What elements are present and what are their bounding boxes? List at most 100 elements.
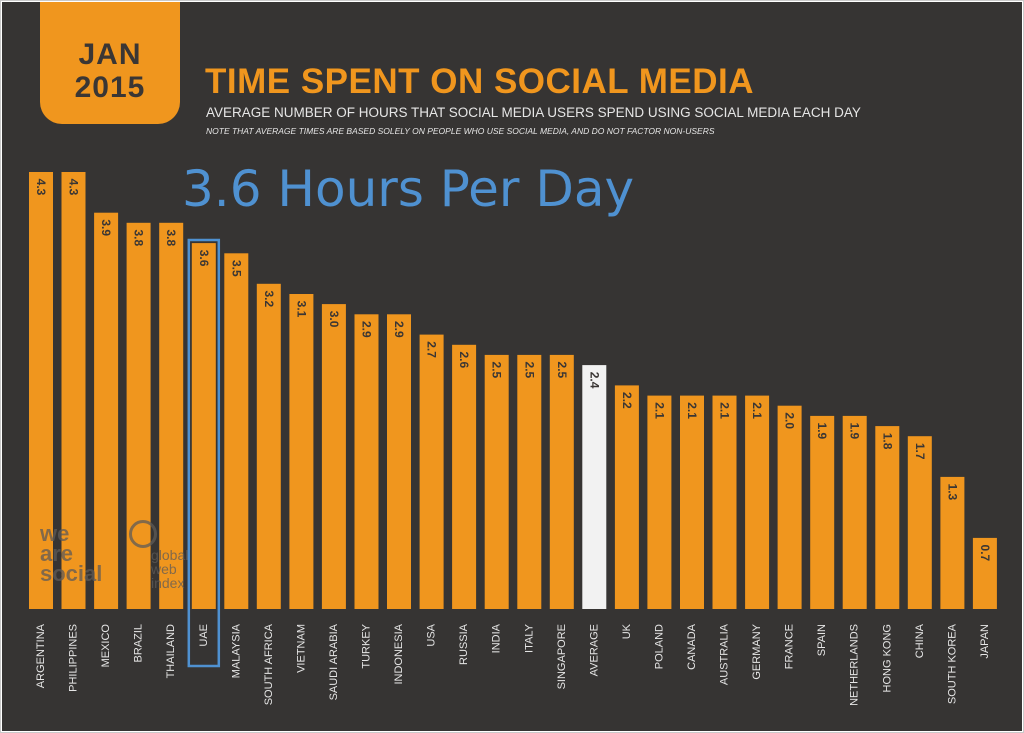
- category-label: JAPAN: [979, 624, 991, 659]
- value-label: 1.9: [815, 423, 829, 440]
- category-label: INDIA: [491, 623, 503, 653]
- value-label: 2.5: [555, 362, 569, 379]
- value-label: 4.3: [34, 179, 48, 196]
- bar-average: [582, 365, 607, 609]
- bar-uk: [614, 385, 639, 609]
- bar-germany: [745, 395, 770, 609]
- category-label: MALAYSIA: [230, 623, 242, 678]
- value-label: 2.1: [718, 402, 732, 419]
- category-label: INDONESIA: [393, 623, 405, 684]
- category-label: USA: [426, 623, 438, 646]
- value-label: 2.1: [685, 402, 699, 419]
- bar-indonesia: [387, 314, 411, 609]
- value-label: 1.9: [848, 423, 862, 440]
- bar-turkey: [354, 314, 379, 609]
- bar-italy: [517, 354, 542, 609]
- bar-vietnam: [289, 294, 314, 609]
- bar-mexico: [94, 212, 119, 609]
- bar-poland: [647, 395, 672, 609]
- category-label: SPAIN: [816, 624, 828, 656]
- date-year: 2015: [74, 71, 146, 104]
- value-label: 2.4: [587, 372, 601, 389]
- value-label: 2.5: [522, 362, 536, 379]
- category-label: RUSSIA: [458, 623, 470, 665]
- category-label: UAE: [198, 624, 210, 647]
- value-label: 2.1: [750, 402, 764, 419]
- bar-thailand: [159, 222, 184, 610]
- bar-russia: [452, 344, 477, 609]
- bar-south-korea: [940, 476, 965, 609]
- value-label: 1.3: [945, 484, 959, 501]
- value-label: 3.5: [229, 260, 243, 277]
- value-label: 2.2: [620, 392, 634, 409]
- bar-spain: [810, 415, 835, 609]
- value-label: 3.0: [327, 311, 341, 328]
- category-label: POLAND: [653, 624, 665, 669]
- callout-text: 3.6 Hours Per Day: [182, 160, 635, 218]
- category-label: FRANCE: [784, 624, 796, 669]
- category-label: CHINA: [914, 623, 926, 658]
- date-badge: JAN 2015: [40, 2, 180, 124]
- value-label: 1.8: [880, 433, 894, 450]
- value-label: 3.6: [197, 250, 211, 267]
- value-label: 3.9: [99, 219, 113, 236]
- bar-japan: [972, 537, 997, 609]
- category-label: SOUTH KOREA: [946, 623, 958, 704]
- value-label: 2.7: [425, 341, 439, 358]
- value-label: 0.7: [978, 545, 992, 562]
- value-label: 2.0: [783, 412, 797, 429]
- value-label: 3.8: [164, 229, 178, 246]
- category-label: SINGAPORE: [556, 624, 568, 689]
- category-label: GERMANY: [751, 623, 763, 679]
- bar-south-africa: [256, 283, 281, 609]
- bar-brazil: [126, 222, 151, 610]
- category-label: AVERAGE: [588, 624, 600, 676]
- value-label: 3.8: [132, 229, 146, 246]
- we-are-social-logo: we are social: [40, 521, 103, 586]
- bar-hong-kong: [875, 426, 900, 609]
- highlight-box: [187, 238, 221, 668]
- bar-usa: [419, 334, 444, 609]
- bar-saudi-arabia: [321, 304, 346, 609]
- globalwebindex-logo: global web index: [151, 547, 189, 591]
- category-label: MEXICO: [100, 624, 112, 668]
- bar-philippines: [61, 172, 86, 609]
- bar-france: [777, 405, 802, 609]
- value-label: 2.6: [457, 351, 471, 368]
- category-label: NETHERLANDS: [849, 624, 861, 706]
- category-label: SAUDI ARABIA: [328, 623, 340, 700]
- value-label: 3.2: [262, 290, 276, 307]
- bar-china: [907, 436, 932, 609]
- category-label: ITALY: [523, 623, 535, 653]
- category-label: VIETNAM: [295, 624, 307, 673]
- category-label: CANADA: [686, 623, 698, 670]
- category-label: BRAZIL: [133, 624, 145, 663]
- category-label: ARGENTINA: [35, 623, 47, 688]
- category-label: HONG KONG: [881, 624, 893, 692]
- category-label: UK: [621, 623, 633, 639]
- value-label: 3.1: [294, 301, 308, 318]
- bar-netherlands: [842, 415, 867, 609]
- globalwebindex-logo-icon: [129, 520, 157, 548]
- bar-uae: [191, 243, 216, 609]
- value-label: 2.5: [490, 362, 504, 379]
- category-label: AUSTRALIA: [719, 623, 731, 685]
- chart-note: NOTE THAT AVERAGE TIMES ARE BASED SOLELY…: [206, 126, 715, 136]
- category-label: PHILIPPINES: [68, 624, 80, 692]
- bar-india: [484, 354, 509, 609]
- category-label: THAILAND: [165, 624, 177, 678]
- category-label: SOUTH AFRICA: [263, 623, 275, 705]
- value-label: 2.1: [652, 402, 666, 419]
- category-label: TURKEY: [361, 623, 373, 668]
- value-label: 2.9: [360, 321, 374, 338]
- value-label: 2.9: [392, 321, 406, 338]
- value-label: 1.7: [913, 443, 927, 460]
- bar-singapore: [549, 354, 574, 609]
- bar-canada: [680, 395, 704, 609]
- bar-australia: [712, 395, 737, 609]
- bar-argentina: [29, 172, 53, 609]
- chart-title: TIME SPENT ON SOCIAL MEDIA: [205, 62, 755, 101]
- date-month: JAN: [78, 38, 142, 71]
